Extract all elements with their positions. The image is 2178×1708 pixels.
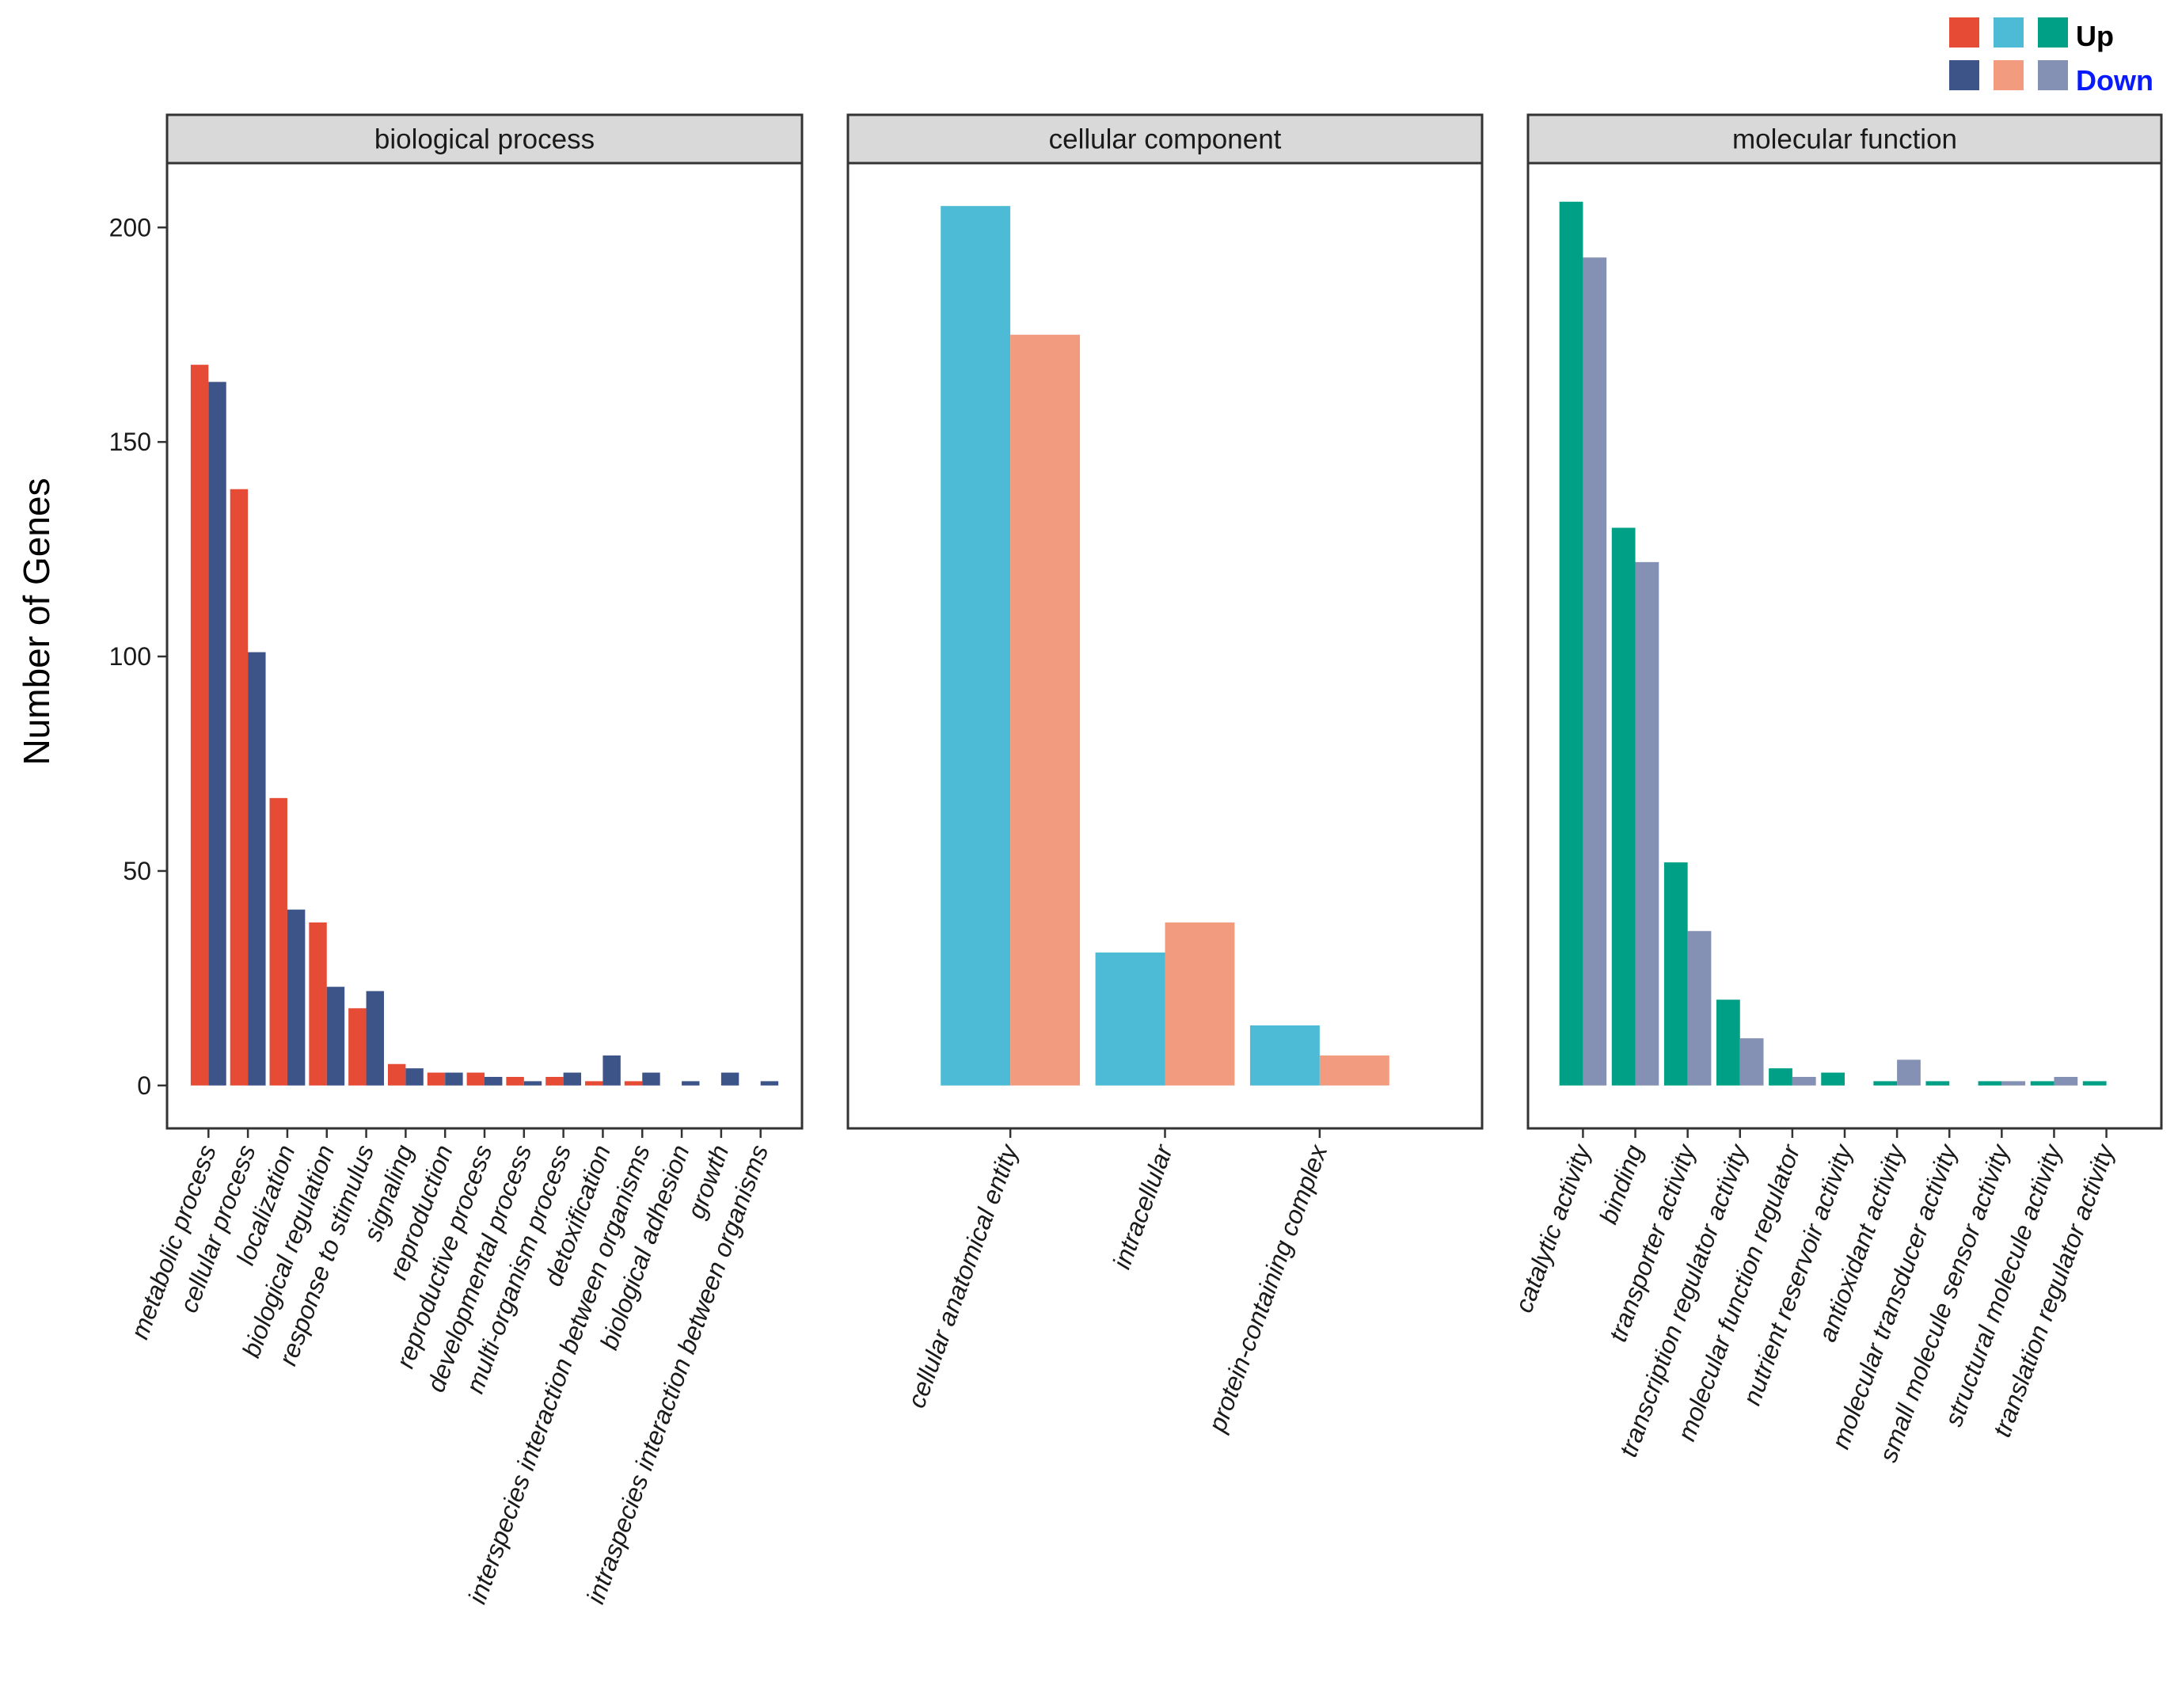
bar-up — [1978, 1081, 2002, 1086]
bar-up — [545, 1076, 564, 1086]
y-tick-label: 150 — [109, 428, 151, 456]
bar-down — [1635, 561, 1659, 1086]
panel-1: cellular component cellular anatomical en… — [846, 113, 1484, 1436]
bar-up — [941, 206, 1011, 1086]
legend-swatch-up-mf — [2038, 17, 2068, 48]
bar-up — [506, 1076, 524, 1086]
bar-down — [642, 1072, 660, 1086]
legend-swatch-down-bp — [1949, 60, 1979, 90]
bar-down — [1165, 922, 1235, 1086]
bar-up — [427, 1072, 446, 1086]
bar-down — [2001, 1081, 2026, 1086]
bar-down — [405, 1068, 424, 1086]
category-label: protein-containing complex — [1202, 1140, 1332, 1436]
bar-down — [287, 909, 306, 1086]
legend-swatch-down-mf — [2038, 60, 2068, 90]
legend-label-down: Down — [2076, 64, 2153, 97]
bar-up — [466, 1072, 485, 1086]
y-tick-label: 200 — [109, 213, 151, 242]
bar-down — [2054, 1076, 2078, 1086]
bar-up — [1769, 1068, 1792, 1086]
bar-down — [602, 1055, 621, 1086]
y-tick-label: 100 — [109, 642, 151, 671]
legend-swatch-up-bp — [1949, 17, 1979, 48]
bar-up — [309, 922, 327, 1086]
panel-2: molecular function catalytic activitybind… — [1509, 113, 2163, 1466]
bar-up — [1716, 999, 1740, 1086]
category-label: intracellular — [1107, 1140, 1178, 1272]
bar-up — [2082, 1081, 2107, 1086]
bar-down — [1319, 1055, 1389, 1086]
bar-up — [624, 1081, 643, 1086]
panel-strip — [1526, 113, 2163, 165]
bar-up — [387, 1063, 406, 1086]
panel-strip — [165, 113, 804, 165]
bar-down — [523, 1081, 542, 1086]
bar-down — [248, 652, 266, 1086]
bar-down — [1792, 1076, 1816, 1086]
bar-up — [1873, 1081, 1898, 1086]
bar-up — [1095, 952, 1165, 1086]
y-axis-label: Number of Genes — [16, 477, 57, 765]
category-label: binding — [1594, 1141, 1648, 1227]
bar-down — [208, 382, 226, 1086]
bar-up — [2030, 1081, 2054, 1086]
bar-up — [1611, 527, 1636, 1086]
bar-down — [485, 1076, 503, 1086]
bar-down — [1010, 334, 1081, 1086]
bar-up — [230, 489, 249, 1086]
bar-down — [563, 1072, 582, 1086]
bar-down — [1739, 1038, 1764, 1086]
bar-down — [366, 991, 384, 1086]
bar-up — [190, 364, 209, 1086]
bar-down — [1687, 930, 1712, 1086]
legend-swatch-up-cc — [1994, 17, 2024, 48]
bar-up — [1821, 1072, 1845, 1086]
legend: Up Down — [1949, 17, 2153, 97]
legend-label-up: Up — [2076, 20, 2114, 52]
category-label: cellular anatomical entity — [902, 1139, 1024, 1411]
panel-title: cellular component — [1049, 124, 1282, 155]
y-tick-label: 0 — [137, 1071, 151, 1100]
bar-up — [1663, 862, 1688, 1086]
category-label: catalytic activity — [1509, 1139, 1597, 1316]
panel-title: molecular function — [1732, 124, 1957, 155]
bar-up — [1249, 1025, 1320, 1086]
bar-up — [1559, 201, 1583, 1086]
bar-down — [1897, 1059, 1921, 1086]
bar-up — [348, 1008, 367, 1086]
bar-down — [445, 1072, 463, 1086]
bar-down — [682, 1081, 700, 1086]
bar-down — [326, 987, 345, 1086]
bar-up — [585, 1081, 603, 1086]
y-tick-label: 50 — [123, 857, 151, 885]
bar-down — [760, 1081, 779, 1086]
bar-up — [269, 797, 287, 1086]
panel-strip — [846, 113, 1484, 165]
bar-down — [720, 1072, 739, 1086]
bar-up — [1925, 1081, 1950, 1086]
legend-swatch-down-cc — [1994, 60, 2024, 90]
bar-down — [1583, 257, 1607, 1086]
panel-title: biological process — [374, 124, 595, 155]
